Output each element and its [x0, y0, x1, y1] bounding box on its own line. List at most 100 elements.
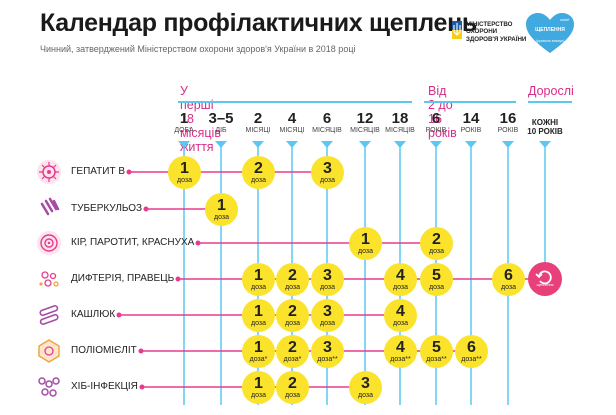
- dose-label: доза: [428, 248, 444, 255]
- age-number: 12: [356, 110, 374, 127]
- timeline-start-dot: [126, 169, 132, 175]
- dose-label: доза: [284, 392, 300, 399]
- age-unit: років: [497, 127, 519, 134]
- age-number: 16: [499, 110, 517, 127]
- age-arrow-icon: [359, 141, 371, 148]
- refresh-icon: [535, 270, 552, 285]
- age-arrow-icon: [286, 141, 298, 148]
- dose-number: 1: [254, 303, 263, 320]
- dose-circle: 6 доза**: [455, 335, 488, 368]
- campaign-logo-text: ЩЕПЛЕННЯ: [535, 27, 565, 33]
- dose-number: 1: [180, 160, 189, 177]
- age-group-line: [178, 101, 412, 103]
- dose-label: доза**: [390, 356, 411, 363]
- age-unit: місяців: [350, 127, 380, 134]
- dose-circle: 1 доза: [242, 371, 275, 404]
- dose-label: доза**: [461, 356, 482, 363]
- dose-circle: 3 доза**: [311, 335, 344, 368]
- coccus-chain-icon: [36, 374, 62, 400]
- dose-number: 6: [504, 267, 513, 284]
- age-unit: місяці: [245, 127, 271, 134]
- age-arrow-icon: [215, 141, 227, 148]
- age-column-header: 14 років: [453, 111, 489, 135]
- age-column-header: 6 місяців: [309, 111, 345, 135]
- ministry-logo: МІНІСТЕРСТВО ОХОРОНИ ЗДОРОВ'Я УКРАЇНИ: [452, 21, 530, 43]
- dose-number: 5: [432, 267, 441, 284]
- age-column-header: 18 місяців: [382, 111, 418, 135]
- dose-label: доза: [250, 177, 266, 184]
- age-number: 3–5: [208, 110, 234, 127]
- dose-circle: 1 доза*: [242, 335, 275, 368]
- age-group-line: [528, 101, 572, 103]
- age-column-header: 1 доба: [166, 111, 202, 135]
- dose-label: доза: [176, 177, 192, 184]
- hexagon-virus-icon: [36, 338, 62, 364]
- dose-circle: 2 доза: [276, 299, 309, 332]
- dose-label: доза: [319, 177, 335, 184]
- disease-name: Кашлюк: [71, 309, 116, 320]
- dose-label: доза: [250, 284, 266, 291]
- dose-number: 3: [361, 375, 370, 392]
- adult-vaccination-badge: щеплення: [528, 262, 562, 296]
- dose-label: доза: [392, 320, 408, 327]
- timeline-start-dot: [139, 384, 145, 390]
- dose-circle: 2 доза*: [276, 335, 309, 368]
- age-number: 18: [391, 110, 409, 127]
- unicef-brand: unicef: [560, 18, 570, 22]
- timeline-start-dot: [138, 348, 144, 354]
- microbe-cluster-icon: [36, 266, 62, 292]
- page-title: Календар профілактичних щеплень: [40, 9, 477, 37]
- age-arrow-icon: [394, 141, 406, 148]
- age-group-label: Дорослі: [528, 84, 574, 98]
- age-group-label: Від 2 до 16 років: [428, 84, 457, 140]
- disease-name: Поліомієліт: [71, 345, 137, 356]
- dose-label: доза: [319, 320, 335, 327]
- dose-circle: 4 доза**: [384, 335, 417, 368]
- bacteria-icon: [36, 196, 62, 222]
- spiral-virus-icon: [36, 230, 62, 256]
- dose-label: доза*: [249, 356, 268, 363]
- dose-circle: 5 доза: [420, 263, 453, 296]
- disease-name: Туберкульоз: [71, 203, 143, 214]
- timeline-start-dot: [195, 240, 201, 246]
- dose-number: 2: [254, 160, 263, 177]
- dose-circle: 1 доза: [205, 193, 238, 226]
- age-column-header: 3–5 діб: [203, 111, 239, 135]
- dose-circle: 2 доза: [276, 371, 309, 404]
- age-arrow-icon: [539, 141, 551, 148]
- dose-number: 1: [217, 197, 226, 214]
- dose-label: доза: [284, 284, 300, 291]
- dose-number: 3: [323, 339, 332, 356]
- trident-icon: [452, 21, 462, 39]
- age-number: 6: [322, 110, 332, 127]
- age-unit: років: [460, 127, 482, 134]
- dose-label: доза: [250, 392, 266, 399]
- dose-number: 4: [396, 267, 405, 284]
- dose-number: 1: [361, 231, 370, 248]
- dose-label: доза**: [317, 356, 338, 363]
- dose-circle: 2 доза: [420, 227, 453, 260]
- dose-number: 2: [432, 231, 441, 248]
- age-arrow-icon: [321, 141, 333, 148]
- dose-circle: 3 доза: [349, 371, 382, 404]
- dose-label: доза: [213, 214, 229, 221]
- age-unit: місяців: [385, 127, 415, 134]
- dose-circle: 5 доза**: [420, 335, 453, 368]
- age-arrow-icon: [502, 141, 514, 148]
- dose-label: доза: [500, 284, 516, 291]
- age-column-header: 2 місяці: [240, 111, 276, 135]
- ministry-name: МІНІСТЕРСТВО ОХОРОНИ ЗДОРОВ'Я УКРАЇНИ: [466, 21, 527, 43]
- age-number: 4: [287, 110, 297, 127]
- dose-label: доза**: [426, 356, 447, 363]
- timeline-start-dot: [116, 312, 122, 318]
- dose-circle: 4 доза: [384, 299, 417, 332]
- dose-circle: 2 доза: [242, 156, 275, 189]
- age-number: 6: [431, 110, 441, 127]
- campaign-logo-sub: (рухаючи знижує): [535, 39, 565, 43]
- age-group-label: У перші 18 місяців життя: [180, 84, 221, 154]
- dose-circle: 1 доза: [168, 156, 201, 189]
- dose-label: доза: [284, 320, 300, 327]
- dose-number: 3: [323, 303, 332, 320]
- age-unit: доба: [174, 127, 194, 134]
- dose-circle: 4 доза: [384, 263, 417, 296]
